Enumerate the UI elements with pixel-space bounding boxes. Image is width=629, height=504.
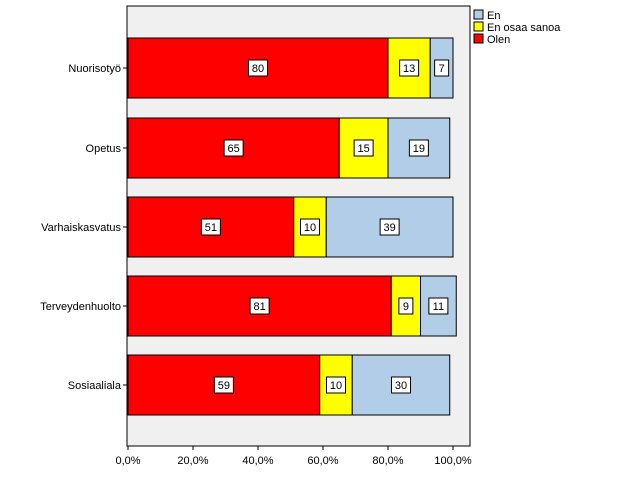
- legend-label-en: En: [487, 10, 500, 22]
- data-label-nuorisotyo-en: 7: [439, 63, 445, 75]
- data-label-opetus-olen: 65: [228, 143, 240, 155]
- data-label-box: [399, 59, 420, 77]
- x-tick-label: 100,0%: [434, 455, 472, 467]
- legend-swatch-en-osaa-sanoa: [473, 21, 484, 32]
- data-label-box: [434, 59, 450, 77]
- data-label-opetus-en: 19: [413, 143, 425, 155]
- data-label-terveydenhuolto-olen: 81: [254, 301, 266, 313]
- y-tick-label-sosiaaliala: Sosiaaliala: [68, 380, 122, 392]
- data-label-sosiaaliala-en: 30: [395, 380, 407, 392]
- data-label-box: [248, 59, 268, 77]
- data-label-box: [391, 376, 411, 394]
- data-label-box: [408, 139, 429, 157]
- data-label-box: [223, 139, 244, 157]
- data-label-nuorisotyo-olen: 80: [252, 63, 264, 75]
- legend-swatch-en: [473, 9, 484, 20]
- data-label-sosiaaliala-olen: 59: [218, 380, 230, 392]
- data-label-terveydenhuolto-en-osaa-sanoa: 9: [403, 301, 409, 313]
- data-label-sosiaaliala-en-osaa-sanoa: 10: [330, 380, 342, 392]
- x-tick-label: 0,0%: [115, 455, 140, 467]
- data-label-box: [200, 218, 221, 236]
- data-label-varhaiskasvatus-en: 39: [384, 222, 396, 234]
- data-label-opetus-en-osaa-sanoa: 15: [358, 143, 370, 155]
- y-tick-label-varhaiskasvatus: Varhaiskasvatus: [41, 222, 121, 234]
- x-axis: 0,0% 20,0% 40,0% 60,0% 80,0% 100,0%: [115, 446, 472, 467]
- x-tick-label: 20,0%: [177, 455, 208, 467]
- y-tick-label-nuorisotyo: Nuorisotyö: [68, 63, 121, 75]
- x-tick-label: 60,0%: [307, 455, 338, 467]
- legend-label-olen: Olen: [487, 34, 510, 46]
- data-label-box: [353, 139, 374, 157]
- legend-label-en-osaa-sanoa: En osaa sanoa: [487, 22, 561, 34]
- data-label-box: [398, 297, 414, 315]
- data-label-terveydenhuolto-en: 11: [433, 301, 444, 313]
- x-tick-label: 40,0%: [242, 455, 273, 467]
- data-label-box: [300, 218, 320, 236]
- legend-swatch-olen: [473, 33, 484, 44]
- y-tick-label-terveydenhuolto: Terveydenhuolto: [40, 301, 121, 313]
- data-label-box: [213, 376, 234, 394]
- y-tick-label-opetus: Opetus: [86, 143, 122, 155]
- data-label-nuorisotyo-en-osaa-sanoa: 13: [403, 63, 415, 75]
- data-label-box: [379, 218, 400, 236]
- bars-layer: [127, 37, 457, 416]
- x-tick-label: 80,0%: [372, 455, 403, 467]
- data-labels-layer: 80 13 7 65 15 19 51 10 39 81 9 11 59 10 30: [200, 59, 450, 394]
- data-label-box: [249, 297, 270, 315]
- y-axis: Nuorisotyö Opetus Varhaiskasvatus Terveyden…: [40, 63, 127, 392]
- data-label-box: [428, 297, 449, 315]
- data-label-varhaiskasvatus-en-osaa-sanoa: 10: [304, 222, 316, 234]
- data-label-varhaiskasvatus-olen: 51: [205, 222, 217, 234]
- data-label-box: [326, 376, 346, 394]
